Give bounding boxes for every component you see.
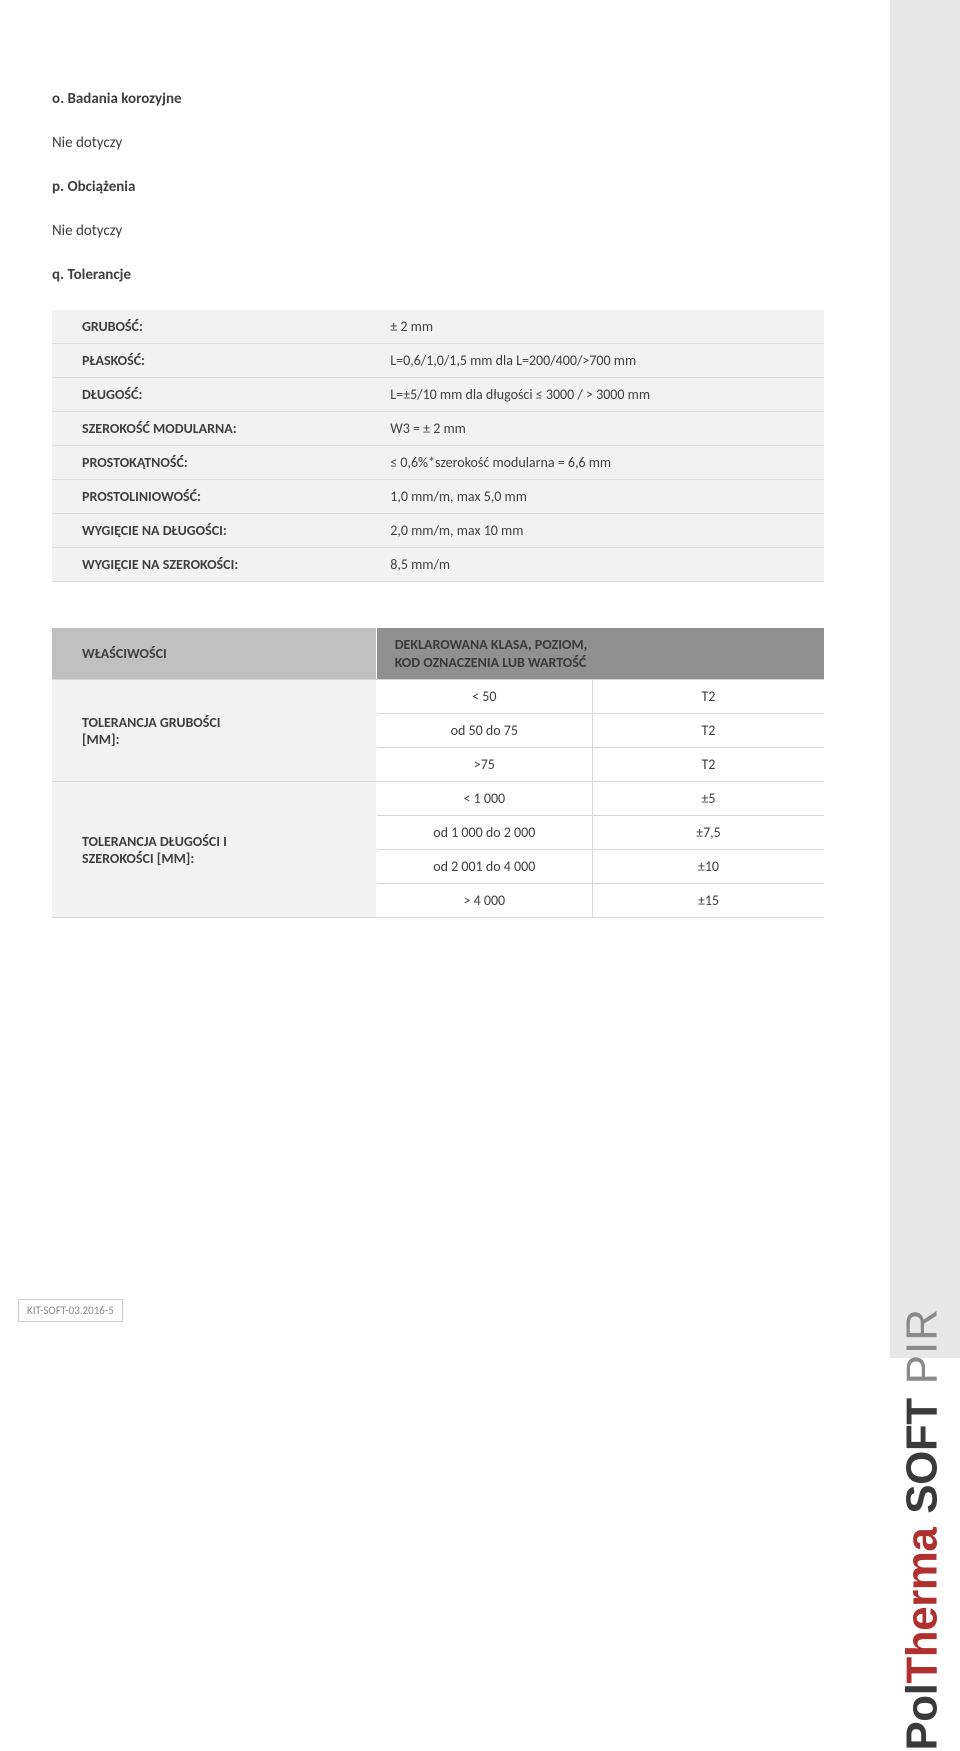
value-cell: T2 (592, 714, 824, 748)
section-p-body: Nie dotyczy (52, 222, 824, 240)
value-cell: ±5 (592, 782, 824, 816)
brand-part-pol: Pol (898, 1684, 948, 1751)
range-cell: > 4 000 (376, 884, 592, 918)
table-row: WYGIĘCIE NA DŁUGOŚCI:2,0 mm/m, max 10 mm (52, 514, 824, 548)
section-p-heading: p. Obciążenia (52, 178, 824, 196)
value-cell: T2 (592, 680, 824, 714)
range-cell: od 1 000 do 2 000 (376, 816, 592, 850)
group-label-thickness: TOLERANCJA GRUBOŚCI [MM]: (52, 680, 376, 782)
tol-label: PROSTOLINIOWOŚĆ: (52, 480, 376, 514)
group-label-l2: SZEROKOŚCI [MM]: (82, 850, 194, 867)
tol-value: 2,0 mm/m, max 10 mm (376, 514, 824, 548)
tol-value: 8,5 mm/m (376, 548, 824, 582)
tol-label: WYGIĘCIE NA SZEROKOŚCI: (52, 548, 376, 582)
header-line2: KOD OZNACZENIA LUB WARTOŚĆ (395, 654, 587, 671)
brand-part-therma: Therma (898, 1528, 948, 1684)
group-label-l1: TOLERANCJA DŁUGOŚCI I (82, 833, 227, 850)
tol-label: SZEROKOŚĆ MODULARNA: (52, 412, 376, 446)
table-row: DŁUGOŚĆ:L=±5/10 mm dla długości ≤ 3000 /… (52, 378, 824, 412)
group-label-l1: TOLERANCJA GRUBOŚCI (82, 714, 221, 731)
table-row: SZEROKOŚĆ MODULARNA:W3 = ± 2 mm (52, 412, 824, 446)
value-cell: T2 (592, 748, 824, 782)
page-content: o. Badania korozyjne Nie dotyczy p. Obci… (0, 0, 868, 918)
tol-value: W3 = ± 2 mm (376, 412, 824, 446)
tol-value: ± 2 mm (376, 310, 824, 344)
brand-part-soft: SOFT (898, 1398, 948, 1513)
brand-logo: PolTherma SOFT PIR (898, 1308, 948, 1751)
sidebar-stripe: PolTherma SOFT PIR (890, 0, 960, 1358)
section-o-heading: o. Badania korozyjne (52, 90, 824, 108)
table-row: WYGIĘCIE NA SZEROKOŚCI:8,5 mm/m (52, 548, 824, 582)
range-cell: od 2 001 do 4 000 (376, 850, 592, 884)
tolerances-table: GRUBOŚĆ:± 2 mm PŁASKOŚĆ:L=0,6/1,0/1,5 mm… (52, 310, 824, 582)
section-q-heading: q. Tolerancje (52, 266, 824, 284)
section-o-body: Nie dotyczy (52, 134, 824, 152)
value-cell: ±10 (592, 850, 824, 884)
tol-label: PROSTOKĄTNOŚĆ: (52, 446, 376, 480)
table-header-row: WŁAŚCIWOŚCI DEKLAROWANA KLASA, POZIOM, K… (52, 628, 824, 680)
tol-value: L=0,6/1,0/1,5 mm dla L=200/400/>700 mm (376, 344, 824, 378)
table-row: PROSTOLINIOWOŚĆ:1,0 mm/m, max 5,0 mm (52, 480, 824, 514)
tol-value: ≤ 0,6%*szerokość modularna = 6,6 mm (376, 446, 824, 480)
properties-table: WŁAŚCIWOŚCI DEKLAROWANA KLASA, POZIOM, K… (52, 628, 824, 918)
table-row: GRUBOŚĆ:± 2 mm (52, 310, 824, 344)
range-cell: od 50 do 75 (376, 714, 592, 748)
tol-value: 1,0 mm/m, max 5,0 mm (376, 480, 824, 514)
table-row: PROSTOKĄTNOŚĆ:≤ 0,6%*szerokość modularna… (52, 446, 824, 480)
value-cell: ±15 (592, 884, 824, 918)
tol-label: DŁUGOŚĆ: (52, 378, 376, 412)
properties-header-left: WŁAŚCIWOŚCI (52, 628, 376, 680)
table-row: TOLERANCJA GRUBOŚCI [MM]: < 50 T2 (52, 680, 824, 714)
tol-label: WYGIĘCIE NA DŁUGOŚCI: (52, 514, 376, 548)
brand-part-pir: PIR (898, 1308, 948, 1384)
properties-header-right: DEKLAROWANA KLASA, POZIOM, KOD OZNACZENI… (376, 628, 824, 680)
range-cell: < 50 (376, 680, 592, 714)
group-label-l2: [MM]: (82, 731, 119, 748)
group-label-length-width: TOLERANCJA DŁUGOŚCI I SZEROKOŚCI [MM]: (52, 782, 376, 918)
tol-label: PŁASKOŚĆ: (52, 344, 376, 378)
tol-label: GRUBOŚĆ: (52, 310, 376, 344)
header-line1: DEKLAROWANA KLASA, POZIOM, (395, 636, 588, 653)
table-row: TOLERANCJA DŁUGOŚCI I SZEROKOŚCI [MM]: <… (52, 782, 824, 816)
document-code: KIT-SOFT-03.2016-5 (18, 1299, 123, 1322)
range-cell: >75 (376, 748, 592, 782)
range-cell: < 1 000 (376, 782, 592, 816)
tol-value: L=±5/10 mm dla długości ≤ 3000 / > 3000 … (376, 378, 824, 412)
value-cell: ±7,5 (592, 816, 824, 850)
table-row: PŁASKOŚĆ:L=0,6/1,0/1,5 mm dla L=200/400/… (52, 344, 824, 378)
